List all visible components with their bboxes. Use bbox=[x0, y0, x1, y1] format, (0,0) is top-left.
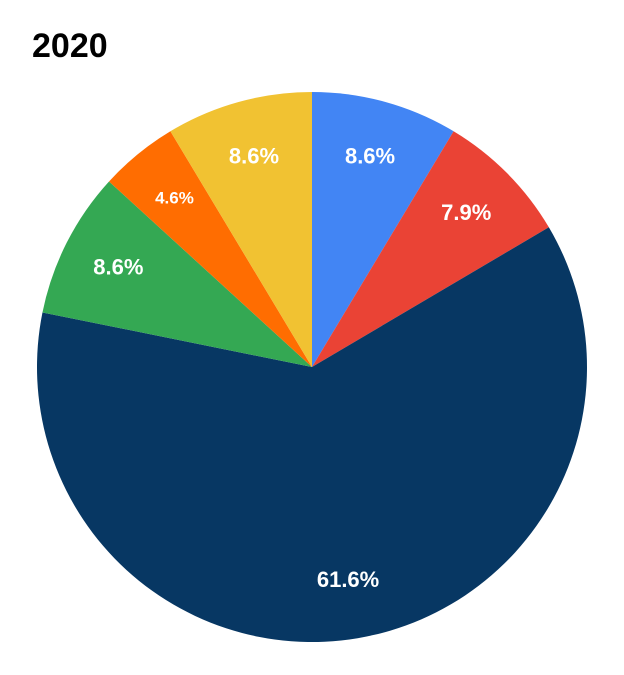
slice-label: 8.6% bbox=[345, 143, 395, 168]
slice-label: 8.6% bbox=[93, 254, 143, 279]
slice-label: 7.9% bbox=[441, 200, 491, 225]
pie-slice bbox=[42, 181, 312, 367]
chart-title: 2020 bbox=[32, 27, 108, 65]
pie-slice bbox=[312, 92, 454, 367]
slice-label: 4.6% bbox=[155, 188, 194, 207]
slice-label: 8.6% bbox=[229, 143, 279, 168]
pie-slice bbox=[170, 92, 312, 367]
pie-slice bbox=[36, 227, 587, 643]
slice-label: 61.6% bbox=[317, 567, 379, 592]
pie-slice bbox=[312, 131, 549, 367]
pie-slice bbox=[109, 131, 312, 367]
